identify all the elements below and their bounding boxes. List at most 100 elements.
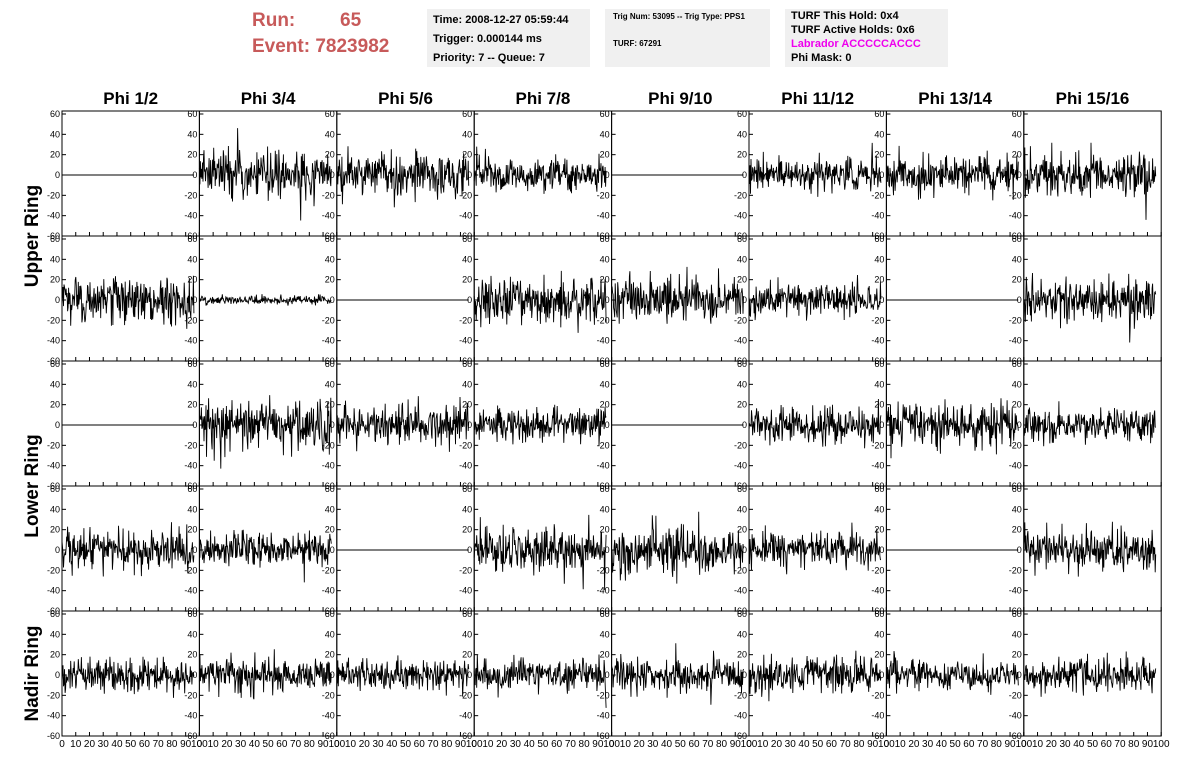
y-tick-label: 60 [325, 609, 335, 619]
y-tick-label: 60 [50, 234, 60, 244]
y-tick-label: 0 [605, 545, 610, 555]
x-tick-label: 0 [746, 739, 752, 750]
y-tick-label: 60 [1012, 609, 1022, 619]
x-tick-label: 10 [482, 739, 494, 750]
y-tick-label: 40 [737, 629, 747, 639]
y-tick-label: 40 [50, 379, 60, 389]
x-tick-label: 20 [359, 739, 371, 750]
y-tick-label: -40 [47, 711, 60, 721]
y-tick-label: 60 [50, 484, 60, 494]
y-tick-label: 60 [187, 109, 197, 119]
y-tick-label: 60 [462, 359, 472, 369]
y-tick-label: 0 [605, 295, 610, 305]
y-tick-label: 60 [325, 109, 335, 119]
x-tick-label: 90 [455, 739, 467, 750]
y-tick-label: 40 [737, 254, 747, 264]
x-tick-label: 0 [471, 739, 477, 750]
x-tick-label: 0 [609, 739, 615, 750]
phi-mask-text: Phi Mask: 0 [791, 52, 852, 64]
y-tick-label: -60 [47, 231, 60, 241]
y-tick-label: 40 [462, 129, 472, 139]
x-tick-label: 100 [191, 739, 208, 750]
waveform-trace [885, 145, 1019, 201]
y-tick-label: 0 [467, 545, 472, 555]
y-tick-label: -20 [597, 565, 610, 575]
turf-this-hold-text: TURF This Hold: 0x4 [791, 10, 899, 22]
x-tick-label: 80 [1128, 739, 1140, 750]
x-tick-label: 50 [812, 739, 824, 750]
y-tick-label: 20 [50, 650, 60, 660]
panel-frame [61, 110, 200, 237]
y-tick-label: 60 [325, 234, 335, 244]
time-info-box: Time: 2008-12-27 05:59:44 Trigger: 0.000… [427, 9, 590, 67]
y-tick-label: -20 [597, 440, 610, 450]
panel-frame [611, 110, 750, 237]
y-tick-label: 60 [50, 359, 60, 369]
x-tick-label: 50 [950, 739, 962, 750]
x-tick-label: 70 [702, 739, 714, 750]
y-tick-label: 60 [187, 234, 197, 244]
x-tick-label: 80 [853, 739, 865, 750]
x-tick-label: 90 [1142, 739, 1154, 750]
y-tick-label: -40 [47, 211, 60, 221]
waveform-trace [748, 274, 882, 321]
y-tick-label: 0 [330, 545, 335, 555]
waveform-trace [748, 522, 882, 575]
waveform-trace [198, 649, 332, 700]
ring-label: Lower Ring [22, 434, 43, 537]
y-tick-label: 40 [325, 129, 335, 139]
y-tick-label: 0 [879, 420, 884, 430]
y-tick-label: 0 [742, 545, 747, 555]
x-tick-label: 100 [741, 739, 758, 750]
y-tick-label: -60 [184, 731, 197, 741]
y-tick-label: 0 [330, 670, 335, 680]
y-tick-label: 40 [462, 379, 472, 389]
y-tick-label: 0 [55, 545, 60, 555]
x-tick-label: 20 [634, 739, 646, 750]
y-tick-label: 40 [600, 129, 610, 139]
y-tick-label: 20 [462, 525, 472, 535]
y-tick-label: -40 [871, 711, 884, 721]
y-tick-label: 40 [325, 254, 335, 264]
waveform-trace [748, 650, 882, 702]
waveform-trace [611, 266, 744, 324]
y-tick-label: 0 [1017, 170, 1022, 180]
y-tick-label: 40 [874, 379, 884, 389]
x-tick-label: 10 [345, 739, 357, 750]
waveform-trace [611, 511, 744, 584]
y-tick-label: -40 [734, 711, 747, 721]
x-tick-label: 40 [524, 739, 536, 750]
y-tick-label: 60 [600, 359, 610, 369]
y-tick-label: 60 [737, 359, 747, 369]
y-tick-label: -40 [322, 461, 335, 471]
x-tick-label: 60 [826, 739, 838, 750]
y-tick-label: 40 [187, 129, 197, 139]
waveform-trace [198, 395, 332, 469]
y-tick-label: -20 [1009, 190, 1022, 200]
x-tick-label: 30 [372, 739, 384, 750]
x-tick-label: 100 [328, 739, 345, 750]
panel-frame [885, 485, 1025, 612]
waveform-trace [473, 270, 607, 333]
y-tick-label: 40 [50, 629, 60, 639]
y-tick-label: -40 [1009, 461, 1022, 471]
trigger-text: Trigger: 0.000144 ms [433, 33, 542, 45]
x-tick-label: 50 [400, 739, 412, 750]
panel-frame [61, 360, 200, 487]
y-tick-label: 40 [737, 504, 747, 514]
y-tick-label: 60 [1012, 234, 1022, 244]
y-tick-label: 40 [50, 254, 60, 264]
y-tick-label: -20 [184, 440, 197, 450]
y-tick-label: -40 [459, 211, 472, 221]
x-tick-label: 80 [991, 739, 1003, 750]
y-tick-label: 0 [879, 295, 884, 305]
y-tick-label: 20 [462, 150, 472, 160]
y-tick-label: 60 [600, 109, 610, 119]
x-tick-label: 40 [386, 739, 398, 750]
y-tick-label: -60 [47, 731, 60, 741]
waveform-trace [748, 142, 882, 197]
y-tick-label: 60 [462, 234, 472, 244]
y-tick-label: -20 [47, 565, 60, 575]
panel-frame [885, 235, 1025, 362]
y-tick-label: -40 [322, 211, 335, 221]
